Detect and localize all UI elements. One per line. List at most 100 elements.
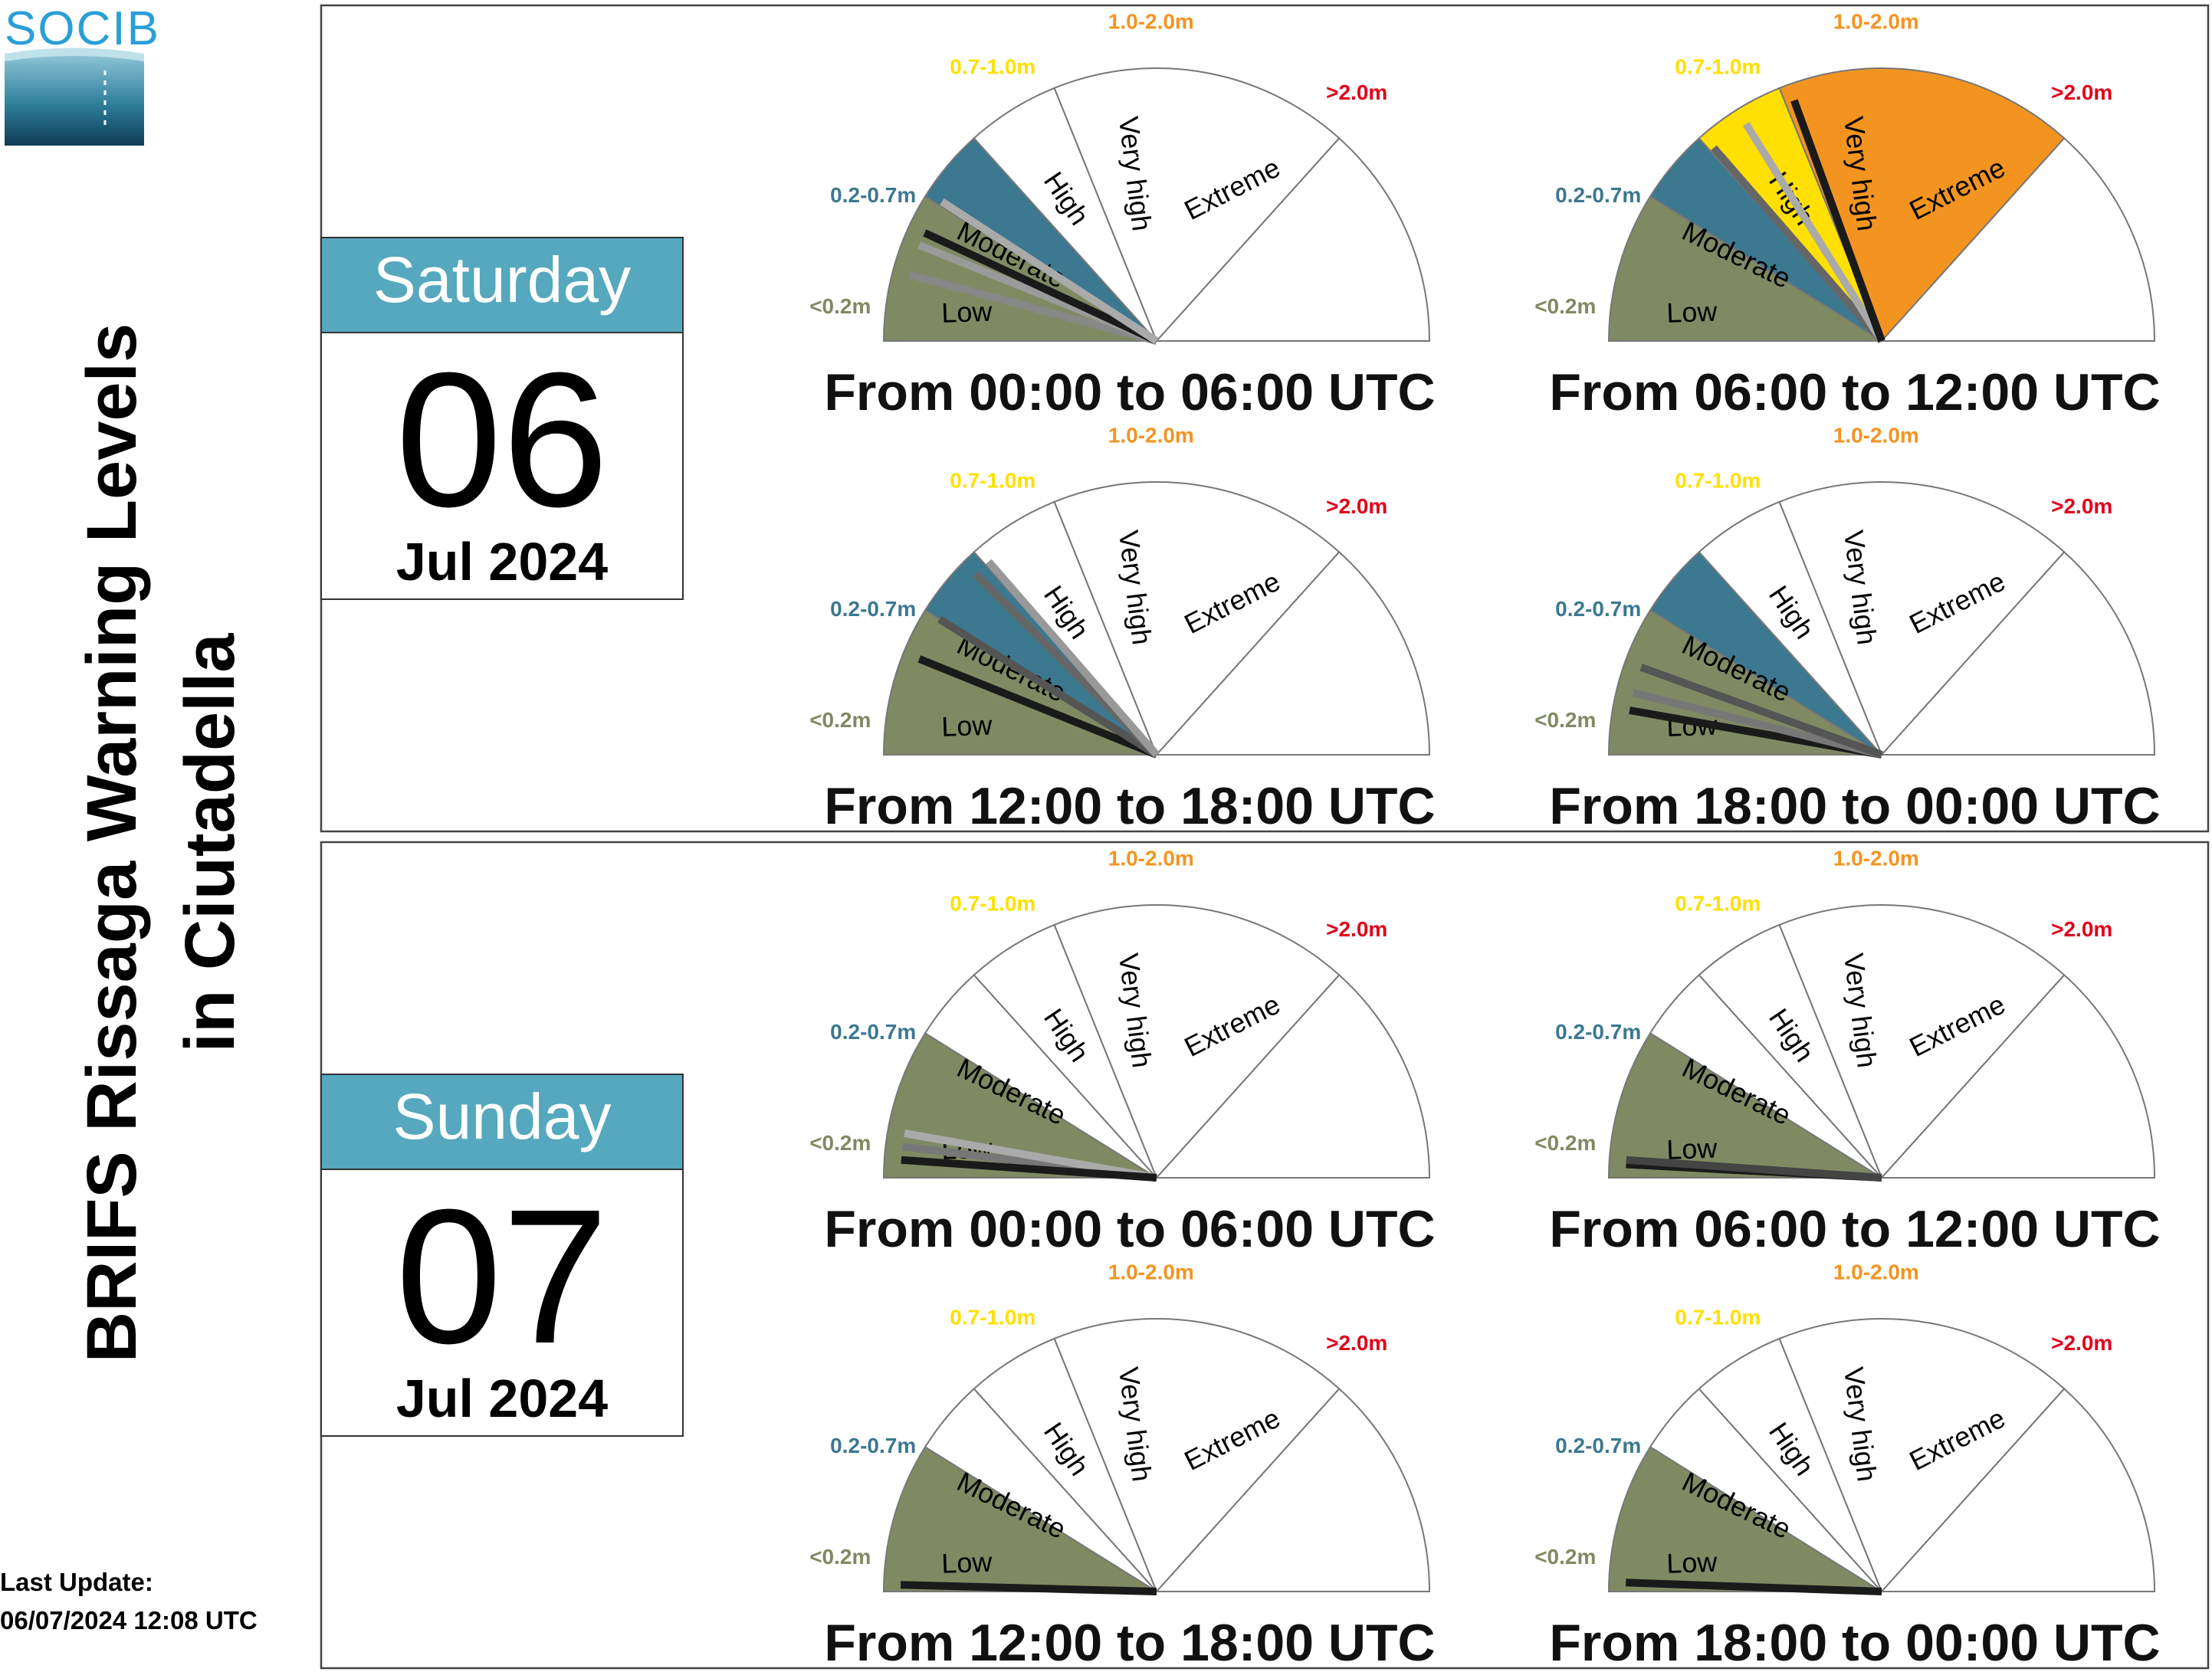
gauge-needle bbox=[1742, 122, 1885, 343]
last-update: Last Update: 06/07/2024 12:08 UTC bbox=[0, 1563, 258, 1640]
logo-text: SOCIB bbox=[5, 2, 160, 55]
title-area: BRIFS Rissaga Warning Levels in Ciutadel… bbox=[0, 0, 322, 1672]
gauge-sector-very-high bbox=[1053, 903, 1341, 1179]
gauge-period-label: From 06:00 to 12:00 UTC bbox=[1549, 1200, 2160, 1258]
gauge-range-gt-2-0m: >2.0m bbox=[2051, 917, 2112, 941]
gauge-period-label: From 06:00 to 12:00 UTC bbox=[1549, 363, 2160, 421]
gauge-range-lt-0-2m: <0.2m bbox=[1534, 294, 1596, 318]
gauge-sector-extreme bbox=[1879, 136, 2156, 342]
gauge-range-lt-0-2m: <0.2m bbox=[1534, 708, 1596, 732]
gauge-range-1-0-2-0m: 1.0-2.0m bbox=[1833, 423, 1919, 447]
gauge-range-0-2-0-7m: 0.2-0.7m bbox=[1555, 597, 1641, 621]
gauge-range-0-2-0-7m: 0.2-0.7m bbox=[830, 1434, 916, 1457]
gauge-needle bbox=[1632, 689, 1883, 759]
gauge-sector-very-high bbox=[1778, 903, 2066, 1179]
gauge-sector-low bbox=[1607, 1031, 1885, 1179]
gauge-sector-extreme bbox=[1879, 973, 2156, 1179]
gauge-range-gt-2-0m: >2.0m bbox=[1326, 494, 1387, 518]
gauge-range-1-0-2-0m: 1.0-2.0m bbox=[1833, 846, 1919, 870]
gauge-label-low: Low bbox=[941, 1546, 993, 1579]
gauge-label-low: Low bbox=[1666, 1546, 1718, 1579]
gauge-period-label: From 00:00 to 06:00 UTC bbox=[824, 363, 1435, 421]
gauge-range-gt-2-0m: >2.0m bbox=[1326, 917, 1387, 941]
gauge-sector-very-high bbox=[1778, 480, 2066, 756]
gauge-range-0-7-1-0m: 0.7-1.0m bbox=[950, 892, 1035, 916]
gauge-sector-low bbox=[1607, 195, 1885, 342]
gauge-range-1-0-2-0m: 1.0-2.0m bbox=[1108, 846, 1194, 870]
gauge-range-gt-2-0m: >2.0m bbox=[2051, 1331, 2112, 1355]
gauge-needle bbox=[1626, 1156, 1882, 1182]
gauge-sector-low bbox=[882, 195, 1160, 342]
gauge-period-label: From 18:00 to 00:00 UTC bbox=[1549, 777, 2160, 835]
gauge-sector-low bbox=[882, 1445, 1160, 1592]
gauge-needle bbox=[923, 229, 1159, 345]
gauge-range-0-2-0-7m: 0.2-0.7m bbox=[830, 1020, 916, 1044]
gauge-sector-very-high bbox=[1053, 67, 1341, 343]
calendar-weekday: Saturday bbox=[373, 244, 631, 316]
gauge-range-0-7-1-0m: 0.7-1.0m bbox=[950, 469, 1035, 493]
gauge-range-0-2-0-7m: 0.2-0.7m bbox=[1555, 183, 1641, 207]
gauge-period-label: From 00:00 to 06:00 UTC bbox=[824, 1200, 1435, 1258]
gauge-range-1-0-2-0m: 1.0-2.0m bbox=[1108, 423, 1194, 447]
gauge-range-0-7-1-0m: 0.7-1.0m bbox=[1675, 1306, 1761, 1329]
gauge-range-0-7-1-0m: 0.7-1.0m bbox=[950, 55, 1035, 79]
gauge-range-lt-0-2m: <0.2m bbox=[809, 708, 871, 732]
gauge-range-0-7-1-0m: 0.7-1.0m bbox=[1675, 55, 1761, 79]
gauge-range-0-7-1-0m: 0.7-1.0m bbox=[1675, 892, 1761, 916]
gauge-sector-extreme bbox=[1154, 973, 1431, 1179]
gauge-needle bbox=[1790, 99, 1885, 343]
gauge-needle bbox=[1626, 1579, 1882, 1595]
gauge-range-0-2-0-7m: 0.2-0.7m bbox=[830, 597, 916, 621]
gauge-range-0-2-0-7m: 0.2-0.7m bbox=[830, 183, 916, 207]
gauge-range-1-0-2-0m: 1.0-2.0m bbox=[1108, 1260, 1194, 1284]
calendar-date: 07 bbox=[395, 1169, 609, 1383]
gauge-range-lt-0-2m: <0.2m bbox=[1534, 1545, 1596, 1569]
gauge-needle bbox=[917, 655, 1158, 759]
figure-title-line2: in Ciutadella bbox=[171, 633, 249, 1053]
gauge-range-gt-2-0m: >2.0m bbox=[1326, 80, 1387, 104]
last-update-value: 06/07/2024 12:08 UTC bbox=[0, 1606, 258, 1634]
gauge-range-lt-0-2m: <0.2m bbox=[809, 1131, 871, 1155]
gauge-needle bbox=[1639, 664, 1883, 759]
gauge-range-0-2-0-7m: 0.2-0.7m bbox=[1555, 1434, 1641, 1457]
gauge-needle bbox=[940, 198, 1159, 345]
gauge-range-gt-2-0m: >2.0m bbox=[1326, 1331, 1387, 1355]
gauge-period-label: From 12:00 to 18:00 UTC bbox=[824, 1614, 1435, 1672]
gauge-sector-extreme bbox=[1154, 136, 1431, 342]
gauge-sector-extreme bbox=[1879, 1387, 2156, 1592]
gauge-range-gt-2-0m: >2.0m bbox=[2051, 494, 2112, 518]
gauge-sector-very-high bbox=[1778, 1317, 2066, 1593]
gauge-range-1-0-2-0m: 1.0-2.0m bbox=[1833, 1260, 1919, 1284]
gauge-range-1-0-2-0m: 1.0-2.0m bbox=[1108, 9, 1194, 33]
gauge-needle bbox=[937, 615, 1159, 759]
gauge-range-gt-2-0m: >2.0m bbox=[2051, 80, 2112, 104]
gauge-needle bbox=[904, 1129, 1157, 1182]
gauge-range-0-7-1-0m: 0.7-1.0m bbox=[950, 1306, 1035, 1329]
figure-title: BRIFS Rissaga Warning Levels in Ciutadel… bbox=[63, 323, 259, 1363]
gauge-range-0-2-0-7m: 0.2-0.7m bbox=[1555, 1020, 1641, 1044]
gauge-needle bbox=[1711, 145, 1885, 344]
calendar-weekday: Sunday bbox=[393, 1080, 612, 1152]
calendar-month-year: Jul 2024 bbox=[396, 532, 608, 592]
calendar-date: 06 bbox=[395, 333, 609, 546]
gauge-sector-extreme bbox=[1154, 1387, 1431, 1592]
gauge-period-label: From 12:00 to 18:00 UTC bbox=[824, 777, 1435, 835]
gauge-needle bbox=[986, 559, 1160, 758]
gauge-range-lt-0-2m: <0.2m bbox=[1534, 1131, 1596, 1155]
socib-logo: SOCIB bbox=[5, 2, 160, 146]
gauge-needle bbox=[908, 270, 1158, 345]
calendar-header bbox=[320, 1074, 684, 1170]
gauge-sector-low bbox=[882, 608, 1160, 756]
gauge-needle bbox=[900, 1581, 1157, 1595]
gauge-sector-very-high bbox=[1053, 1317, 1341, 1593]
gauge-range-1-0-2-0m: 1.0-2.0m bbox=[1833, 9, 1919, 33]
gauge-range-0-7-1-0m: 0.7-1.0m bbox=[1675, 469, 1761, 493]
gauge-needle bbox=[901, 1156, 1157, 1182]
